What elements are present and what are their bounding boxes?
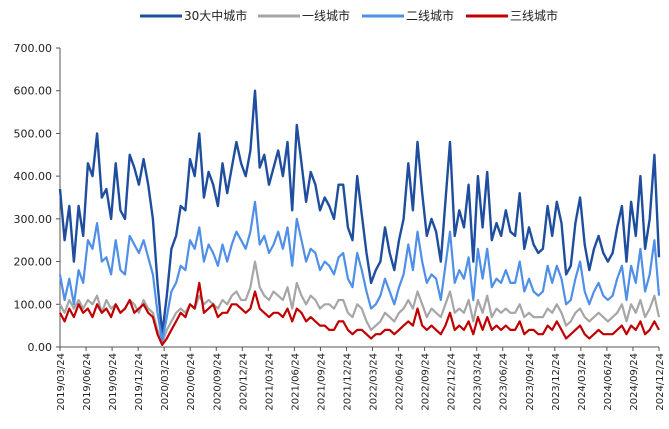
series-line-3 [59,281,660,346]
x-tick-label: 2019/03/24 [56,353,67,411]
y-tick-label: 500.00 [14,127,53,140]
y-tick-label: 600.00 [14,85,53,98]
x-tick-label: 2023/12/24 [551,353,562,411]
x-tick-label: 2021/03/24 [264,353,275,411]
x-tick-label: 2020/06/24 [186,353,197,411]
x-tick-label: 2024/06/24 [603,353,614,411]
x-tick-label: 2023/03/24 [473,353,484,411]
x-tick-label: 2024/12/24 [655,353,666,411]
y-tick-label: 700.00 [14,42,53,55]
series-line-0 [58,89,661,336]
x-tick-label: 2021/09/24 [316,353,327,411]
x-tick-label: 2019/09/24 [108,353,119,411]
x-tick-label: 2024/03/24 [577,353,588,411]
x-tick-label: 2021/06/24 [290,353,301,411]
y-tick-label: 400.00 [14,170,53,183]
legend-label-3: 三线城市 [510,8,558,23]
x-tick-label: 2020/12/24 [238,353,249,411]
y-tick-label: 300.00 [14,213,53,226]
y-tick-label: 0.00 [28,341,53,354]
x-tick-label: 2022/03/24 [369,353,380,411]
x-tick-label: 2019/12/24 [134,353,145,411]
x-tick-label: 2022/06/24 [395,353,406,411]
legend-label-0: 30大中城市 [184,8,247,23]
x-tick-label: 2020/03/24 [160,353,171,411]
series-lines [58,89,661,346]
y-axis: 0.00 100.00 200.00 300.00 400.00 500.00 600.00… [14,42,61,354]
y-tick-label: 200.00 [14,256,53,269]
x-tick-label: 2023/06/24 [499,353,510,411]
legend-label-1: 一线城市 [302,8,350,23]
x-tick-label: 2022/09/24 [421,353,432,411]
x-tick-label: 2020/09/24 [212,353,223,411]
series-line-2 [58,200,661,342]
x-tick-label: 2023/09/24 [525,353,536,411]
x-axis: 2019/03/24 2019/06/24 2019/09/24 2019/12/24… [56,346,666,411]
x-tick-label: 2019/06/24 [82,353,93,411]
x-tick-label: 2024/09/24 [629,353,640,411]
legend-label-2: 二线城市 [406,8,454,23]
x-tick-label: 2022/12/24 [447,353,458,411]
legend: 30大中城市 一线城市 二线城市 三线城市 [140,8,558,23]
y-tick-label: 100.00 [14,298,53,311]
series-line-1 [59,260,661,344]
x-tick-label: 2021/12/24 [342,353,353,411]
